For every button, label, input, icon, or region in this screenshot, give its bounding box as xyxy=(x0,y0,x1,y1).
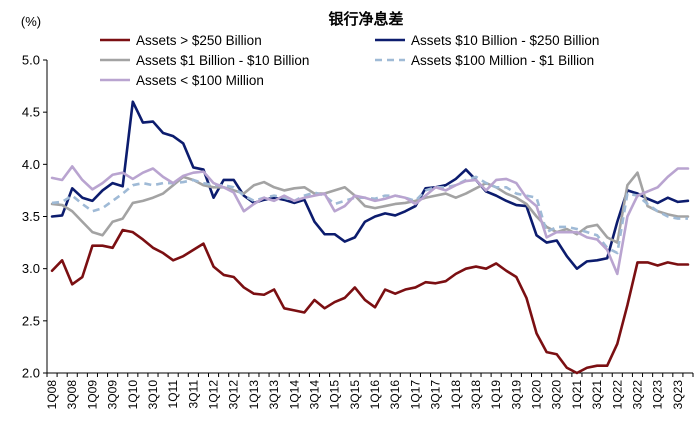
y-tick-label: 4.5 xyxy=(22,105,40,120)
x-tick-label: 1Q10 xyxy=(126,380,140,410)
x-tick-label: 3Q08 xyxy=(65,380,79,410)
x-tick-label: 1Q23 xyxy=(651,380,665,410)
x-tick-label: 3Q18 xyxy=(469,380,483,410)
x-tick-label: 1Q16 xyxy=(368,380,382,410)
x-tick-label: 1Q13 xyxy=(247,380,261,410)
series-line-2 xyxy=(50,100,690,270)
x-tick-label: 3Q16 xyxy=(388,380,402,410)
legend-label-4: Assets $100 Million - $1 Billion xyxy=(411,53,594,68)
x-tick-label: 3Q20 xyxy=(550,380,564,410)
legend: Assets > $250 Billion Assets $10 Billion … xyxy=(100,33,599,88)
x-tick-label: 1Q21 xyxy=(570,380,584,410)
x-tick-label: 1Q17 xyxy=(408,380,422,410)
x-tick-label: 3Q17 xyxy=(429,380,443,410)
x-tick-label: 3Q12 xyxy=(227,380,241,410)
axes: 5.0 4.5 4.0 3.5 3.0 2.5 2.0 1Q08 3Q08 1Q09 3Q09 1Q1… xyxy=(22,53,694,410)
x-tick-label: 1Q12 xyxy=(207,380,221,410)
x-tick-label: 3Q15 xyxy=(348,380,362,410)
x-tick-label: 3Q13 xyxy=(267,380,281,410)
x-tick-label: 1Q18 xyxy=(449,380,463,410)
x-tick-label: 3Q14 xyxy=(307,380,321,410)
x-tick-label: 1Q08 xyxy=(45,380,59,410)
legend-label-1: Assets > $250 Billion xyxy=(136,33,262,48)
series-line-1 xyxy=(50,228,690,375)
x-tick-label: 1Q20 xyxy=(530,380,544,410)
legend-label-5: Assets < $100 Million xyxy=(136,73,264,88)
x-tick-label: 1Q22 xyxy=(610,380,624,410)
y-tick-label: 3.0 xyxy=(22,261,40,276)
y-tick-label: 5.0 xyxy=(22,53,40,68)
x-tick-label: 1Q15 xyxy=(328,380,342,410)
x-tick-label: 1Q09 xyxy=(85,380,99,410)
x-tick-label: 1Q19 xyxy=(489,380,503,410)
x-tick-label: 3Q23 xyxy=(671,380,685,410)
x-tick-label: 3Q19 xyxy=(509,380,523,410)
x-tick-label: 3Q10 xyxy=(146,380,160,410)
series-line-4 xyxy=(51,175,688,255)
series-line-5 xyxy=(50,165,690,276)
y-tick-label: 2.5 xyxy=(22,313,40,328)
series-line-3 xyxy=(50,171,690,244)
y-tick-label: 2.0 xyxy=(22,366,40,381)
x-tick-label: 3Q21 xyxy=(590,380,604,410)
x-tick-label: 1Q11 xyxy=(166,380,180,409)
y-unit-label: (%) xyxy=(21,14,41,29)
y-tick-label: 4.0 xyxy=(22,157,40,172)
legend-label-3: Assets $1 Billion - $10 Billion xyxy=(136,53,309,68)
x-tick-label: 3Q09 xyxy=(106,380,120,410)
y-tick-label: 3.5 xyxy=(22,209,40,224)
series-lines xyxy=(50,100,690,375)
legend-label-2: Assets $10 Billion - $250 Billion xyxy=(411,33,599,48)
x-tick-label: 3Q11 xyxy=(186,380,200,409)
x-tick-label: 1Q14 xyxy=(287,380,301,410)
x-tick-label: 3Q22 xyxy=(630,380,644,410)
chart-title: 银行净息差 xyxy=(328,10,403,28)
